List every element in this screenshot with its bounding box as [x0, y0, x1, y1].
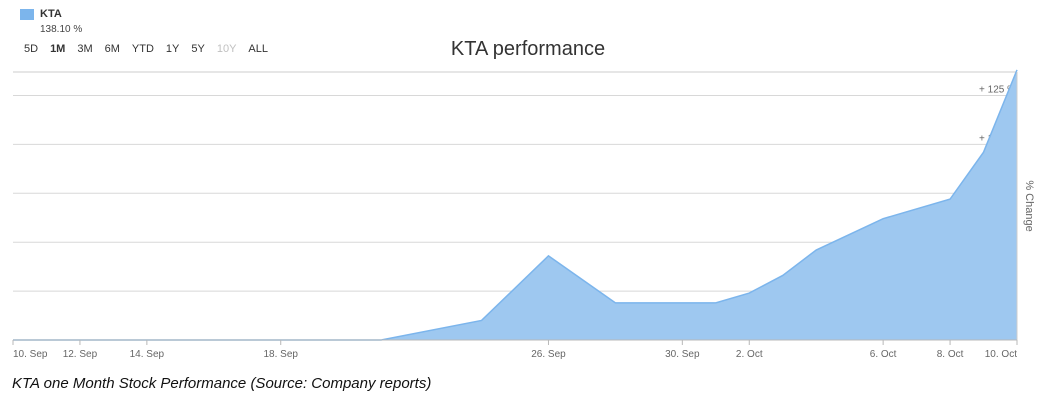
x-tick-label: 6. Oct: [870, 349, 897, 360]
x-tick-label: 10. Oct: [985, 349, 1017, 360]
x-tick-label: 18. Sep: [263, 349, 298, 360]
range-button-all[interactable]: ALL: [248, 43, 268, 55]
figure-caption: KTA one Month Stock Performance (Source:…: [12, 375, 432, 392]
y-tick-label: + 125 %: [979, 84, 1016, 95]
legend-series-value: 138.10 %: [40, 24, 83, 35]
x-tick-label: 30. Sep: [665, 349, 700, 360]
range-button-6m[interactable]: 6M: [104, 43, 120, 55]
chart-title: KTA performance: [451, 38, 605, 60]
range-button-5d[interactable]: 5D: [24, 43, 39, 55]
series-line: [13, 69, 1018, 341]
x-tick-label: 14. Sep: [130, 349, 165, 360]
y-axis-title: % Change: [1023, 180, 1035, 231]
x-tick-label: 26. Sep: [531, 349, 566, 360]
x-tick-label: 8. Oct: [937, 349, 964, 360]
range-button-1y[interactable]: 1Y: [165, 43, 180, 55]
legend[interactable]: KTA 138.10 %: [20, 8, 82, 35]
performance-chart: KTA performance0 %+ 25 %+ 50 %+ 75 %+ 10…: [12, 38, 1035, 360]
x-tick-label: 2. Oct: [736, 349, 763, 360]
range-button-3m[interactable]: 3M: [77, 43, 93, 55]
legend-swatch: [20, 8, 34, 20]
range-button-10y: 10Y: [216, 43, 237, 55]
range-button-1m[interactable]: 1M: [50, 43, 66, 55]
x-tick-label: 10. Sep: [13, 349, 48, 360]
legend-series-name: KTA: [40, 8, 62, 20]
range-button-5y[interactable]: 5Y: [191, 43, 205, 55]
series-area: [13, 69, 1017, 340]
x-tick-label: 12. Sep: [63, 349, 98, 360]
range-button-ytd[interactable]: YTD: [131, 43, 154, 55]
range-selector: 5D 1M 3M 6M YTD 1Y 5Y 10Y ALL: [24, 43, 280, 55]
